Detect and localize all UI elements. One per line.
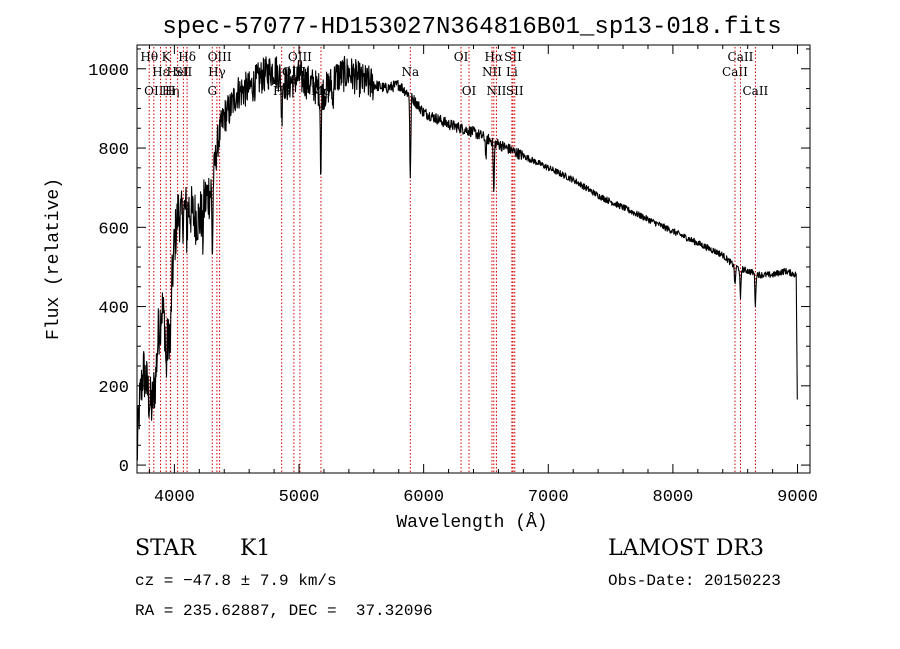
y-tick-label: 600 <box>98 220 129 239</box>
line-marker-label: Hη <box>162 84 180 98</box>
y-tick-label: 200 <box>98 379 129 398</box>
line-marker-label: OIII <box>288 50 312 64</box>
object-subclass: K1 <box>240 536 271 561</box>
line-marker-label: OI <box>454 50 469 64</box>
line-marker-label: Li <box>506 65 518 79</box>
x-tick-label: 8000 <box>653 488 694 507</box>
x-tick-label: 9000 <box>777 488 818 507</box>
plot-frame <box>136 44 811 474</box>
observation-date: Obs-Date: 20150223 <box>608 572 781 590</box>
y-tick-label: 400 <box>98 300 129 319</box>
line-marker-label: SII <box>504 50 522 64</box>
x-tick-label: 4000 <box>154 488 195 507</box>
redshift-velocity: cz = −47.8 ± 7.9 km/s <box>135 572 337 590</box>
chart-title: spec-57077-HD153027N364816B01_sp13-018.f… <box>162 14 781 41</box>
object-class: STAR <box>135 536 196 561</box>
survey-label: LAMOST DR3 <box>608 536 764 561</box>
line-marker-label: CaII <box>728 50 754 64</box>
line-marker-label: Hδ <box>178 50 196 64</box>
y-tick-label: 800 <box>98 141 129 160</box>
y-axis-label: Flux (relative) <box>44 178 64 340</box>
line-marker-label: Hγ <box>208 65 226 79</box>
line-marker-label: NII <box>482 65 502 79</box>
line-marker-label: SII <box>506 84 524 98</box>
x-tick-label: 5000 <box>279 488 320 507</box>
axis-ticks: 4000 5000 6000 7000 8000 9000 0 200 400 600 800 100… <box>88 45 818 507</box>
line-marker-label: K <box>162 50 172 64</box>
line-marker-label: G <box>207 84 217 98</box>
line-marker-label: OIII <box>208 50 232 64</box>
y-tick-label: 1000 <box>88 62 129 81</box>
line-marker-label: CaII <box>742 84 768 98</box>
line-marker-label: H <box>165 84 175 98</box>
line-marker-label: OI <box>462 84 477 98</box>
line-marker-label: SII <box>175 65 193 79</box>
line-marker-label: OII <box>144 84 164 98</box>
x-tick-label: 6000 <box>403 488 444 507</box>
line-marker-label: Na <box>401 65 419 79</box>
ra-dec-coordinates: RA = 235.62887, DEC = 37.32096 <box>135 602 433 620</box>
spectrum-line <box>136 55 798 461</box>
line-marker-label: Hε <box>152 65 169 79</box>
y-tick-label: 0 <box>119 458 129 477</box>
line-marker-label: Hα <box>485 50 504 64</box>
line-marker-label: CaII <box>722 65 748 79</box>
line-markers: HθOIIHεKHHηHeISIIHδGHγOIIIHβOIIIOIIIMgNa… <box>140 47 769 473</box>
line-marker-label: Hθ <box>140 50 158 64</box>
x-tick-label: 7000 <box>528 488 569 507</box>
line-marker-label: NII <box>486 84 506 98</box>
x-axis-label: Wavelength (Å) <box>396 512 547 533</box>
